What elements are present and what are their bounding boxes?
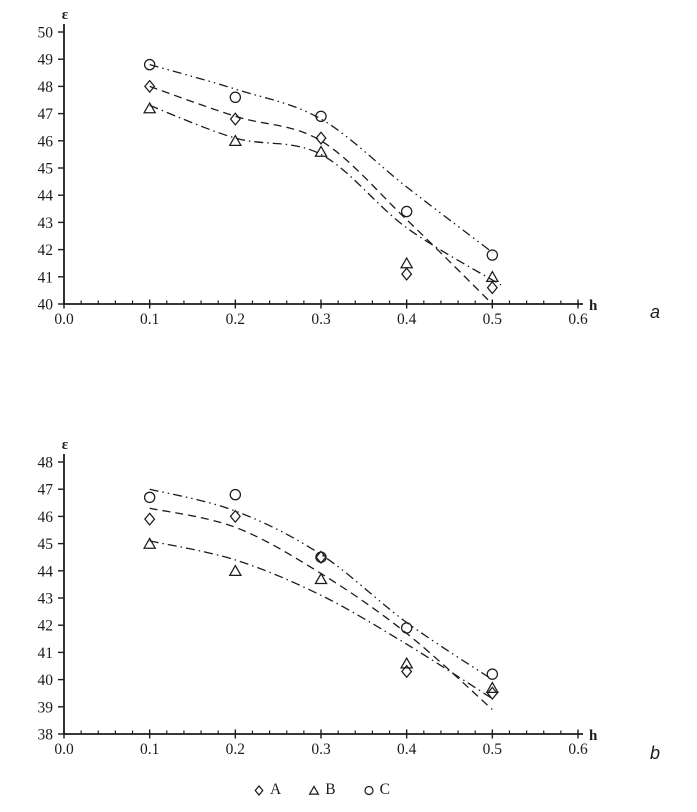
- x-tick-label: 0.3: [311, 311, 331, 328]
- y-tick-label: 44: [38, 563, 54, 580]
- series-B-marker: [314, 572, 328, 585]
- x-tick-label: 0.6: [568, 311, 588, 328]
- series-B-marker: [314, 145, 328, 157]
- x-tick-label: 0.0: [54, 741, 74, 758]
- x-tick-label: 0.2: [226, 741, 245, 758]
- series-A-marker: [315, 131, 327, 145]
- series-B-marker: [228, 134, 243, 147]
- y-tick-label: 45: [38, 161, 54, 178]
- series-A-marker: [229, 509, 241, 524]
- x-tick-label: 0.2: [226, 311, 245, 328]
- panel-label-b: b: [650, 743, 661, 763]
- x-tick-label: 0.3: [311, 741, 331, 758]
- y-axis-title: ε: [62, 7, 69, 23]
- y-tick-label: 48: [38, 455, 54, 472]
- triangle-icon: [308, 785, 320, 795]
- series-A-marker: [229, 112, 241, 126]
- y-tick-label: 50: [38, 25, 54, 42]
- series-A-marker: [401, 267, 413, 281]
- chart-panel-a: 40 41 42 43 44 45 46 47 48 49 50 0.0 0.1 0.2 0.3 0.4 0.5…: [38, 7, 599, 328]
- y-tick-label: 38: [38, 727, 54, 744]
- series-A-trendline: [149, 85, 493, 305]
- series-B-marker: [228, 564, 243, 577]
- x-tick-label: 0.5: [483, 311, 503, 328]
- series-C-trendline: [149, 63, 493, 253]
- x-tick-label: 0.1: [140, 741, 159, 758]
- legend-item-c: C: [362, 781, 390, 799]
- y-tick-label: 42: [38, 618, 54, 635]
- x-tick-label: 0.5: [483, 741, 503, 758]
- series-B-marker: [399, 256, 414, 269]
- series-A-marker: [486, 686, 498, 700]
- series-C-marker: [229, 488, 242, 501]
- legend-label-b: B: [325, 781, 336, 798]
- y-tick-label: 40: [38, 672, 54, 689]
- x-tick-label: 0.1: [140, 311, 159, 328]
- x-axis-title: h: [589, 728, 598, 744]
- y-tick-label: 43: [38, 591, 54, 608]
- series-C-marker: [400, 205, 413, 218]
- series-B-marker: [399, 656, 414, 669]
- series-C-marker: [315, 110, 327, 123]
- y-tick-label: 47: [38, 482, 54, 499]
- series-B-trendline: [149, 104, 502, 286]
- series-A-marker: [315, 550, 327, 564]
- circle-icon: [363, 785, 374, 796]
- series-A-marker: [401, 664, 413, 679]
- series-C-marker: [400, 622, 413, 634]
- x-tick-label: 0.0: [54, 311, 74, 328]
- series-C-trendline: [149, 488, 493, 681]
- series-B-marker: [485, 681, 500, 693]
- legend-diamond-glyph: [254, 784, 264, 797]
- series-B-marker: [485, 270, 500, 283]
- y-axis-title: ε: [62, 437, 69, 453]
- y-tick-label: 44: [38, 188, 54, 205]
- y-tick-label: 45: [38, 536, 54, 553]
- series-A-marker: [486, 280, 498, 295]
- y-tick-label: 46: [38, 509, 54, 526]
- chart-panel-b: 38 39 40 41 42 43 44 45 46 47 48 0.0 0.1 0.2 0.3 0.4 0.5…: [38, 437, 599, 758]
- series-A-marker: [144, 79, 156, 94]
- y-tick-label: 46: [38, 133, 54, 150]
- series-C-marker: [229, 91, 242, 104]
- legend: A B C: [64, 781, 578, 799]
- x-tick-label: 0.4: [397, 741, 417, 758]
- y-tick-label: 39: [38, 699, 54, 716]
- series-B-marker: [142, 101, 157, 114]
- series-C-marker: [486, 249, 499, 261]
- y-tick-label: 42: [38, 242, 54, 259]
- legend-item-b: B: [307, 781, 336, 799]
- y-tick-label: 41: [38, 645, 54, 662]
- x-tick-label: 0.6: [568, 741, 588, 758]
- legend-label-a: A: [270, 781, 282, 798]
- legend-item-a: A: [252, 781, 281, 799]
- series-A-trendline: [149, 507, 493, 710]
- series-C-marker: [143, 491, 156, 504]
- series-C-marker: [315, 551, 327, 563]
- y-tick-label: 40: [38, 297, 54, 314]
- series-A-marker: [144, 512, 156, 526]
- y-tick-label: 47: [38, 106, 54, 123]
- x-tick-label: 0.4: [397, 311, 417, 328]
- legend-label-c: C: [379, 781, 390, 798]
- y-tick-label: 48: [38, 79, 54, 96]
- y-tick-label: 43: [38, 215, 54, 232]
- y-tick-label: 41: [38, 269, 54, 286]
- series-B-marker: [142, 537, 157, 549]
- y-tick-label: 49: [38, 52, 54, 69]
- series-B-trendline: [149, 540, 493, 700]
- series-C-marker: [143, 58, 156, 71]
- x-axis-title: h: [589, 298, 598, 314]
- panel-label-a: a: [650, 302, 661, 322]
- diamond-icon: [254, 784, 264, 797]
- series-C-marker: [486, 668, 499, 680]
- legend-triangle-glyph: [308, 785, 320, 795]
- legend-circle-glyph: [363, 785, 374, 796]
